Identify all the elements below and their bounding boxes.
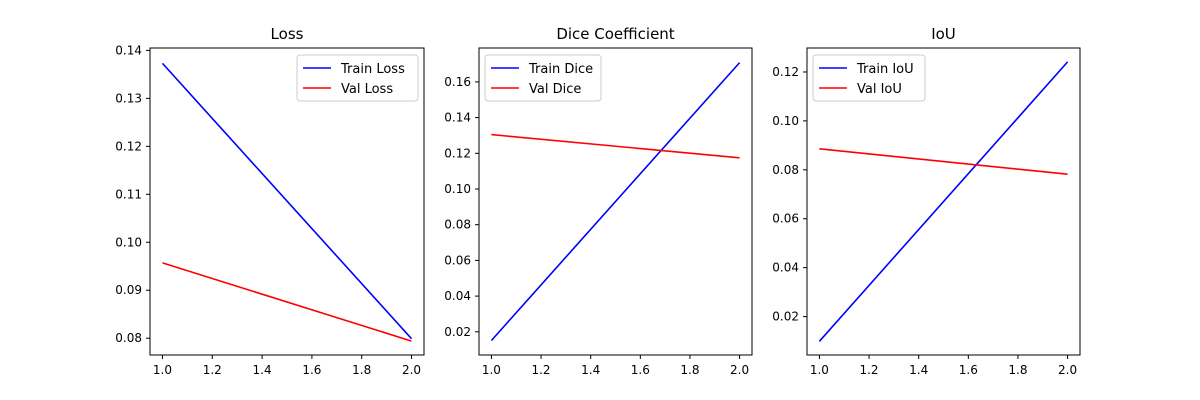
series-line-train-iou [818, 61, 1069, 342]
y-tick-label: 0.13 [115, 91, 142, 105]
y-tick-label: 0.04 [444, 289, 471, 303]
y-tick-label: 0.10 [444, 182, 471, 196]
chart-panel-1: Loss 1.0 1.2 1.4 1.6 1.8 2.0 0.08 0.09 0.10 0.11 0.… [115, 25, 425, 377]
legend-label: Val IoU [857, 82, 902, 97]
x-tick-label: 1.6 [631, 363, 650, 377]
y-tick-label: 0.12 [772, 65, 799, 79]
x-tick-label: 1.2 [203, 363, 222, 377]
y-tick-label: 0.08 [772, 163, 799, 177]
series-line-train-loss [161, 62, 413, 340]
x-tick-label: 1.6 [302, 363, 321, 377]
legend: Train Dice Val Dice [484, 54, 602, 102]
y-tick-label: 0.06 [444, 253, 471, 267]
legend-label: Train IoU [856, 62, 914, 77]
x-tick-label: 1.0 [153, 363, 172, 377]
x-tick-label: 1.8 [1008, 363, 1027, 377]
y-tick-label: 0.12 [444, 146, 471, 160]
y-tick-label: 0.02 [444, 325, 471, 339]
y-tick-label: 0.06 [772, 212, 799, 226]
chart-title: IoU [931, 25, 956, 43]
legend-box [484, 54, 602, 102]
legend-label: Train Dice [528, 62, 593, 77]
x-tick-label: 1.4 [909, 363, 928, 377]
x-tick-label: 1.8 [352, 363, 371, 377]
y-tick-label: 0.11 [115, 187, 142, 201]
y-tick-label: 0.02 [772, 310, 799, 324]
y-tick-label: 0.08 [444, 218, 471, 232]
legend: Train Loss Val Loss [296, 54, 419, 102]
x-tick-label: 1.2 [859, 363, 878, 377]
chart-title: Loss [271, 25, 304, 43]
legend-box [296, 54, 419, 102]
x-tick-label: 1.4 [581, 363, 600, 377]
x-tick-label: 2.0 [1058, 363, 1077, 377]
x-tick-label: 2.0 [402, 363, 421, 377]
y-tick-label: 0.16 [444, 75, 471, 89]
plot-frame [806, 47, 1081, 356]
y-tick-label: 0.14 [444, 111, 471, 125]
legend-box [812, 54, 926, 102]
y-tick-label: 0.10 [115, 235, 142, 249]
plot-frame [478, 47, 753, 356]
y-tick-label: 0.12 [115, 139, 142, 153]
legend-label: Train Loss [340, 62, 405, 77]
series-line-val-loss [162, 262, 412, 342]
x-tick-label: 1.8 [680, 363, 699, 377]
y-tick-label: 0.14 [115, 43, 142, 57]
plot-frame [149, 47, 425, 356]
chart-panel-3: IoU 1.0 1.2 1.4 1.6 1.8 2.0 0.02 0.04 0.06 0.08 0.1… [772, 25, 1081, 377]
x-tick-label: 1.0 [482, 363, 501, 377]
legend: Train IoU Val IoU [812, 54, 926, 102]
legend-label: Val Loss [341, 82, 393, 97]
legend-label: Val Dice [529, 82, 581, 97]
x-tick-label: 2.0 [730, 363, 749, 377]
x-tick-label: 1.6 [959, 363, 978, 377]
chart-panel-2: Dice Coefficient 1.0 1.2 1.4 1.6 1.8 2.0 0.02 0.… [444, 25, 753, 377]
x-tick-label: 1.4 [253, 363, 272, 377]
series-line-train-dice [490, 62, 741, 342]
y-tick-label: 0.04 [772, 261, 799, 275]
x-tick-label: 1.0 [810, 363, 829, 377]
series-line-val-iou [819, 148, 1068, 175]
chart-title: Dice Coefficient [556, 25, 674, 43]
y-tick-label: 0.09 [115, 283, 142, 297]
x-tick-label: 1.2 [531, 363, 550, 377]
series-line-val-dice [491, 133, 740, 159]
y-tick-label: 0.10 [772, 114, 799, 128]
y-tick-label: 0.08 [115, 331, 142, 345]
